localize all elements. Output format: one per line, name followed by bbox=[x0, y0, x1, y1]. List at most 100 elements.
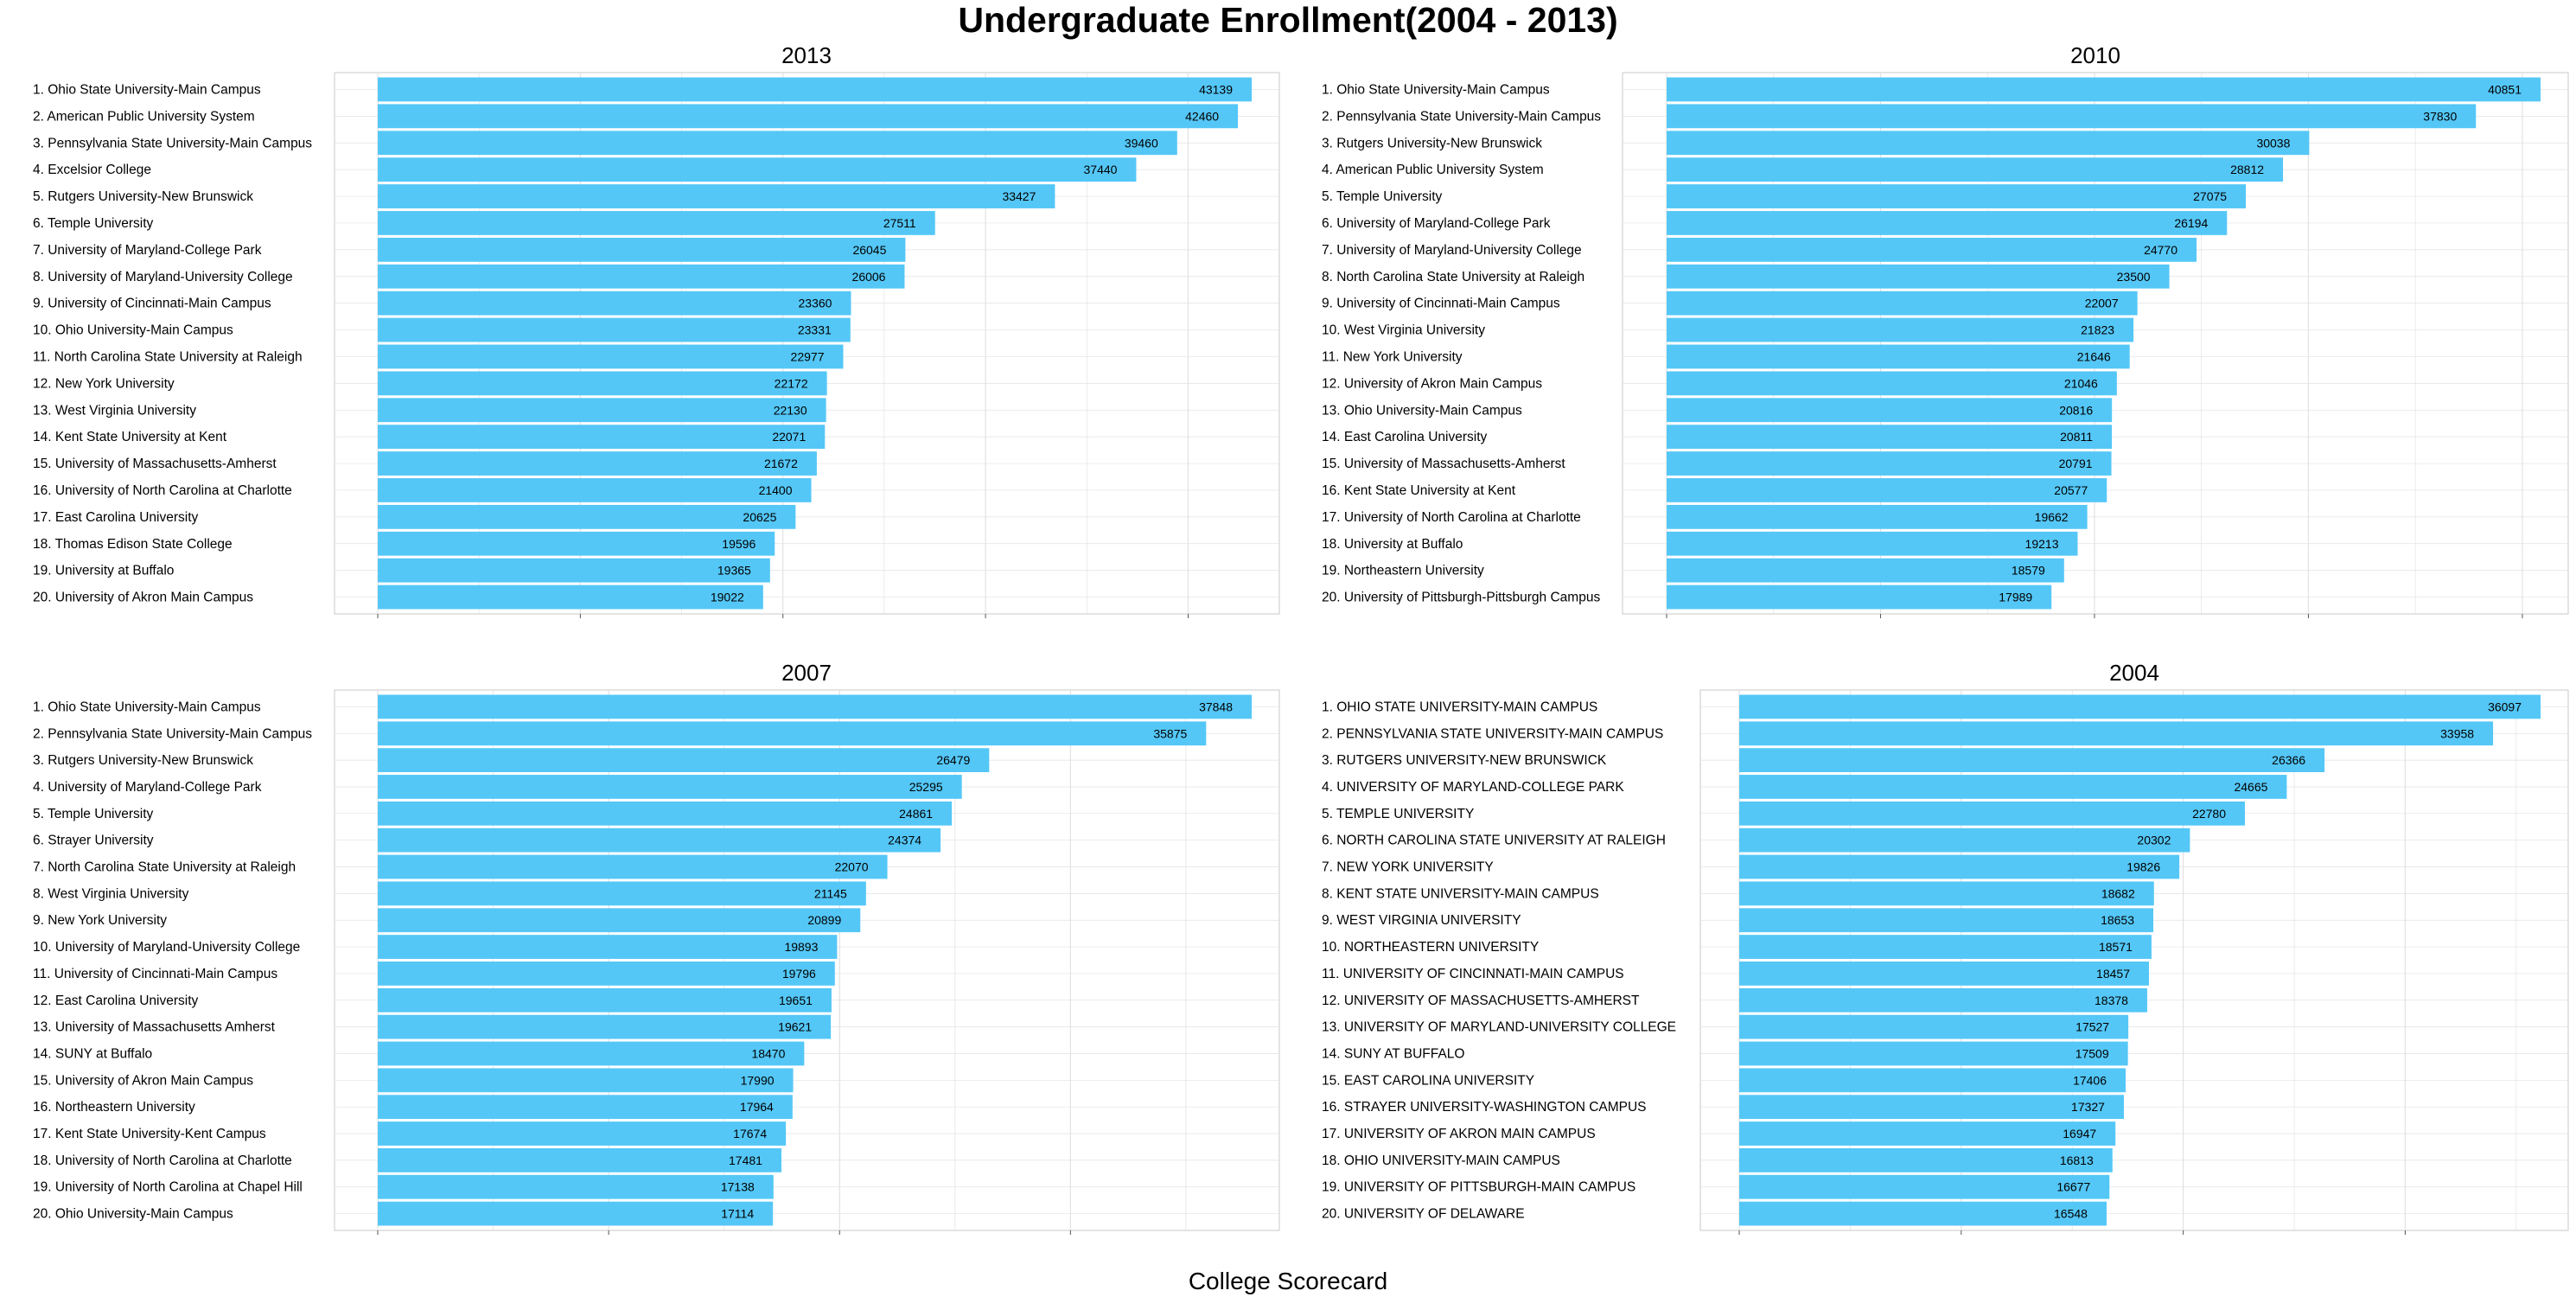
category-label: 3. Rutgers University-New Brunswick bbox=[1322, 136, 1542, 150]
bar-value-label: 23500 bbox=[2117, 270, 2151, 284]
category-label: 12. UNIVERSITY OF MASSACHUSETTS-AMHERST bbox=[1322, 994, 1640, 1008]
bar-value-label: 19213 bbox=[2025, 537, 2059, 551]
bar bbox=[378, 291, 851, 316]
panel-title: 2007 bbox=[781, 660, 832, 686]
bar bbox=[378, 317, 851, 342]
bar-value-label: 18457 bbox=[2096, 967, 2130, 981]
bar bbox=[378, 1095, 793, 1120]
bar bbox=[378, 371, 827, 396]
bar bbox=[1739, 1014, 2129, 1039]
bar bbox=[1667, 291, 2138, 316]
bar-value-label: 37830 bbox=[2423, 109, 2457, 123]
bar-value-label: 18653 bbox=[2101, 913, 2134, 927]
bar-value-label: 37440 bbox=[1084, 163, 1118, 176]
bar-value-label: 33427 bbox=[1002, 189, 1036, 203]
category-label: 4. UNIVERSITY OF MARYLAND-COLLEGE PARK bbox=[1322, 780, 1624, 795]
bar-value-label: 26366 bbox=[2272, 753, 2305, 767]
bar-value-label: 23360 bbox=[799, 297, 832, 310]
chart-panel-2013: 2013 43139 1. Ohio State University-Main C… bbox=[33, 42, 1280, 618]
bar bbox=[378, 1147, 781, 1172]
category-label: 15. University of Akron Main Campus bbox=[33, 1073, 253, 1088]
category-label: 2. Pennsylvania State University-Main Ca… bbox=[1322, 109, 1601, 124]
bar bbox=[378, 748, 990, 773]
bar-value-label: 36097 bbox=[2488, 700, 2522, 713]
chart-panel-2004: 2004 36097 1. OHIO STATE UNIVERSITY-MAIN C… bbox=[1322, 660, 2569, 1235]
category-label: 16. Northeastern University bbox=[33, 1100, 195, 1115]
bar-value-label: 24861 bbox=[899, 807, 933, 821]
bar-value-label: 17509 bbox=[2075, 1046, 2109, 1060]
category-label: 13. Ohio University-Main Campus bbox=[1322, 403, 1522, 418]
bar bbox=[378, 801, 953, 826]
bar-value-label: 17990 bbox=[741, 1073, 775, 1087]
category-label: 13. UNIVERSITY OF MARYLAND-UNIVERSITY CO… bbox=[1322, 1020, 1676, 1035]
bar-value-label: 18682 bbox=[2101, 886, 2135, 900]
bar-value-label: 42460 bbox=[1185, 109, 1219, 123]
category-label: 14. SUNY at Buffalo bbox=[33, 1046, 152, 1061]
bar bbox=[1739, 694, 2541, 719]
bar bbox=[378, 451, 817, 476]
category-label: 6. University of Maryland-College Park bbox=[1322, 216, 1551, 231]
panel-title: 2004 bbox=[2109, 660, 2159, 686]
bar bbox=[1667, 398, 2113, 423]
bar-value-label: 39460 bbox=[1125, 136, 1158, 150]
category-label: 17. UNIVERSITY OF AKRON MAIN CAMPUS bbox=[1322, 1127, 1596, 1141]
bar-value-label: 26006 bbox=[852, 270, 886, 284]
category-label: 5. Rutgers University-New Brunswick bbox=[33, 189, 253, 204]
bar bbox=[378, 184, 1055, 208]
bar bbox=[378, 854, 888, 879]
bar bbox=[378, 1041, 805, 1066]
bar-value-label: 20816 bbox=[2059, 403, 2093, 417]
category-label: 17. East Carolina University bbox=[33, 510, 198, 525]
bar bbox=[1739, 1095, 2124, 1120]
bar bbox=[378, 908, 861, 933]
bar bbox=[1667, 317, 2134, 342]
category-label: 20. University of Akron Main Campus bbox=[33, 591, 253, 605]
bar-value-label: 25295 bbox=[909, 780, 943, 794]
bar bbox=[1667, 131, 2310, 156]
bar bbox=[1667, 104, 2477, 129]
bar bbox=[1739, 1068, 2126, 1093]
bar-value-label: 21145 bbox=[814, 886, 847, 900]
bar bbox=[1739, 854, 2180, 879]
bar-value-label: 18378 bbox=[2095, 994, 2128, 1007]
bar-value-label: 30038 bbox=[2256, 136, 2290, 150]
category-label: 6. NORTH CAROLINA STATE UNIVERSITY AT RA… bbox=[1322, 834, 1666, 848]
bar bbox=[378, 211, 935, 235]
panel-title: 2010 bbox=[2070, 42, 2120, 68]
bar-value-label: 20625 bbox=[743, 510, 776, 524]
bar bbox=[378, 398, 826, 423]
category-label: 11. UNIVERSITY OF CINCINNATI-MAIN CAMPUS bbox=[1322, 967, 1624, 981]
bar-value-label: 21400 bbox=[759, 483, 793, 497]
bar bbox=[1739, 908, 2154, 933]
category-label: 10. University of Maryland-University Co… bbox=[33, 940, 300, 955]
category-label: 13. University of Massachusetts Amherst bbox=[33, 1020, 276, 1035]
category-label: 7. NEW YORK UNIVERSITY bbox=[1322, 860, 1494, 875]
bar-value-label: 20577 bbox=[2054, 483, 2088, 497]
bar bbox=[1667, 237, 2197, 262]
category-label: 14. East Carolina University bbox=[1322, 430, 1487, 444]
bar bbox=[378, 425, 826, 450]
category-label: 11. North Carolina State University at R… bbox=[33, 349, 303, 364]
bar bbox=[378, 1068, 794, 1093]
category-label: 2. Pennsylvania State University-Main Ca… bbox=[33, 726, 312, 741]
chart-caption: College Scorecard bbox=[1188, 1268, 1388, 1294]
bar bbox=[378, 1201, 774, 1226]
bar-value-label: 18470 bbox=[751, 1046, 785, 1060]
bar bbox=[1667, 344, 2130, 369]
bar bbox=[378, 131, 1177, 156]
bar bbox=[378, 721, 1207, 746]
bar-value-label: 24374 bbox=[888, 834, 921, 847]
chart-panel-2010: 2010 40851 1. Ohio State University-Main C… bbox=[1322, 42, 2569, 618]
category-label: 20. Ohio University-Main Campus bbox=[33, 1207, 233, 1222]
bar-value-label: 37848 bbox=[1199, 700, 1233, 713]
category-label: 2. American Public University System bbox=[33, 109, 255, 124]
bar-value-label: 16813 bbox=[2060, 1153, 2094, 1167]
category-label: 15. University of Massachusetts-Amherst bbox=[1322, 457, 1565, 471]
category-label: 10. West Virginia University bbox=[1322, 323, 1485, 338]
bar bbox=[378, 585, 763, 610]
bar bbox=[1739, 962, 2149, 986]
category-label: 20. UNIVERSITY OF DELAWARE bbox=[1322, 1207, 1525, 1222]
bar bbox=[378, 1174, 774, 1199]
bar-value-label: 22172 bbox=[775, 376, 808, 390]
bar bbox=[1667, 371, 2117, 396]
